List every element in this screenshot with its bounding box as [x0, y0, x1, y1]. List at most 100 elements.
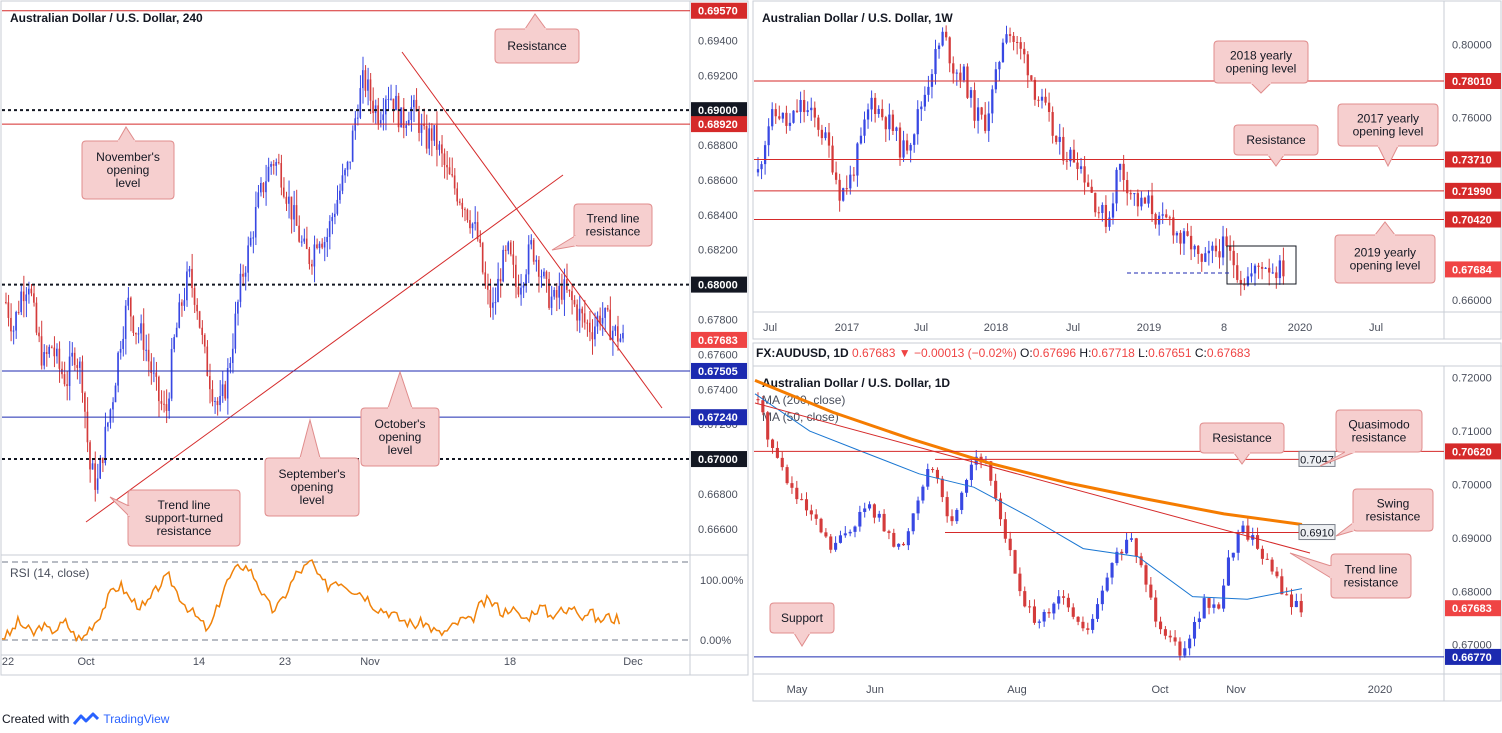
- price-tag-label: 0.68920: [698, 119, 738, 131]
- candle-body: [1066, 597, 1070, 608]
- daily-ma50-line: [754, 393, 1303, 600]
- candle-body: [341, 175, 344, 191]
- candle-body: [392, 98, 395, 111]
- candle-body: [66, 384, 68, 386]
- candle-body: [339, 190, 341, 200]
- price-tag: [691, 331, 747, 348]
- annotation-text: opening level: [1350, 259, 1421, 273]
- candle-body: [1200, 253, 1203, 262]
- candle-body: [12, 330, 15, 332]
- candle-body: [1183, 648, 1187, 656]
- time-tick-label: 2017: [835, 322, 859, 334]
- candle-body: [935, 469, 940, 479]
- price-tag-label: 0.67683: [1452, 603, 1492, 615]
- price-tick-label: 0.67000: [1452, 640, 1492, 652]
- candle-body: [1026, 54, 1029, 76]
- candle-body: [326, 236, 328, 243]
- ohlc-last: 0.67683: [852, 346, 899, 360]
- candle-body: [25, 294, 28, 302]
- candle-body: [911, 513, 915, 532]
- price-tick-label: 0.70000: [1452, 480, 1492, 492]
- candle-body: [359, 88, 362, 118]
- candle-body: [838, 179, 841, 201]
- footer-brand[interactable]: TradingView: [103, 712, 170, 726]
- annotation-box: [1233, 124, 1319, 156]
- candle-body: [86, 411, 89, 443]
- candle-body: [461, 202, 464, 210]
- ohlc-part: ▼: [899, 346, 914, 360]
- candle-body: [1079, 166, 1083, 169]
- candle-body: [761, 400, 765, 413]
- ohlc-part: −0.00013 (−0.02%): [914, 346, 1020, 360]
- candle-body: [323, 242, 326, 248]
- candle-body: [1023, 591, 1027, 607]
- candle-body: [852, 174, 855, 176]
- candle-body: [456, 188, 458, 202]
- price-tick-label: 0.71000: [1452, 426, 1492, 438]
- candle-body: [1136, 193, 1139, 207]
- price-tick-label: 0.66000: [1452, 295, 1492, 307]
- candle-body: [1207, 250, 1210, 254]
- candle-body: [1055, 135, 1058, 142]
- candle-body: [867, 504, 872, 509]
- candle-body: [1129, 193, 1132, 195]
- footer-prefix: Created with: [2, 712, 70, 726]
- ohlc-part: FX:AUDUSD, 1D: [756, 346, 852, 360]
- candle-body: [219, 395, 221, 406]
- candle-body: [792, 110, 795, 123]
- candle-body: [10, 317, 12, 332]
- candle-body: [231, 348, 234, 364]
- candle-body: [863, 119, 866, 136]
- annotation-box: [1337, 103, 1439, 147]
- candle-body: [418, 111, 420, 133]
- time-tick-label: 2019: [1137, 322, 1161, 334]
- h4-trendline-resistance: [401, 51, 663, 409]
- candle-body: [555, 289, 558, 298]
- candle-body: [882, 513, 886, 532]
- candle-body: [1275, 272, 1278, 279]
- price-tag: [691, 409, 747, 426]
- candle-body: [1212, 604, 1216, 608]
- h4-title: Australian Dollar / U.S. Dollar, 240: [10, 11, 203, 25]
- candle-body: [441, 144, 443, 154]
- candle-body: [170, 348, 173, 399]
- time-tick-label: Dec: [623, 656, 643, 668]
- candle-body: [1071, 607, 1075, 617]
- candle-body: [543, 271, 545, 277]
- candle-body: [397, 95, 400, 128]
- candle-body: [848, 531, 852, 534]
- candle-body: [145, 349, 147, 351]
- time-tick-label: 22: [2, 656, 14, 668]
- candle-body: [923, 94, 926, 107]
- candle-body: [201, 327, 203, 335]
- candle-body: [756, 399, 760, 401]
- candle-body: [73, 352, 76, 366]
- candle-body: [53, 347, 56, 357]
- candle-body: [372, 100, 374, 114]
- annotation-box: [1334, 234, 1436, 284]
- ohlc-part: O:: [1020, 346, 1033, 360]
- candle-body: [1129, 538, 1134, 540]
- candle-body: [458, 201, 461, 203]
- annotation-text: Resistance: [1246, 133, 1306, 147]
- annotation-pointer: [1335, 521, 1354, 537]
- candle-body: [884, 117, 887, 130]
- candle-body: [622, 332, 624, 339]
- annotation-pointer: [1377, 145, 1399, 168]
- candle-body: [1221, 236, 1225, 258]
- candle-body: [522, 285, 525, 288]
- candle-body: [599, 315, 601, 324]
- candle-body: [576, 304, 578, 321]
- time-tick-label: Nov: [1226, 684, 1246, 696]
- candle-body: [160, 401, 163, 404]
- candle-body: [109, 409, 112, 423]
- candle-body: [318, 243, 321, 249]
- candle-body: [1211, 245, 1214, 251]
- candle-body: [43, 352, 45, 366]
- candle-body: [888, 114, 891, 130]
- candle-body: [1069, 149, 1072, 162]
- candle-body: [945, 497, 949, 517]
- price-tick-label: 0.67600: [698, 349, 738, 361]
